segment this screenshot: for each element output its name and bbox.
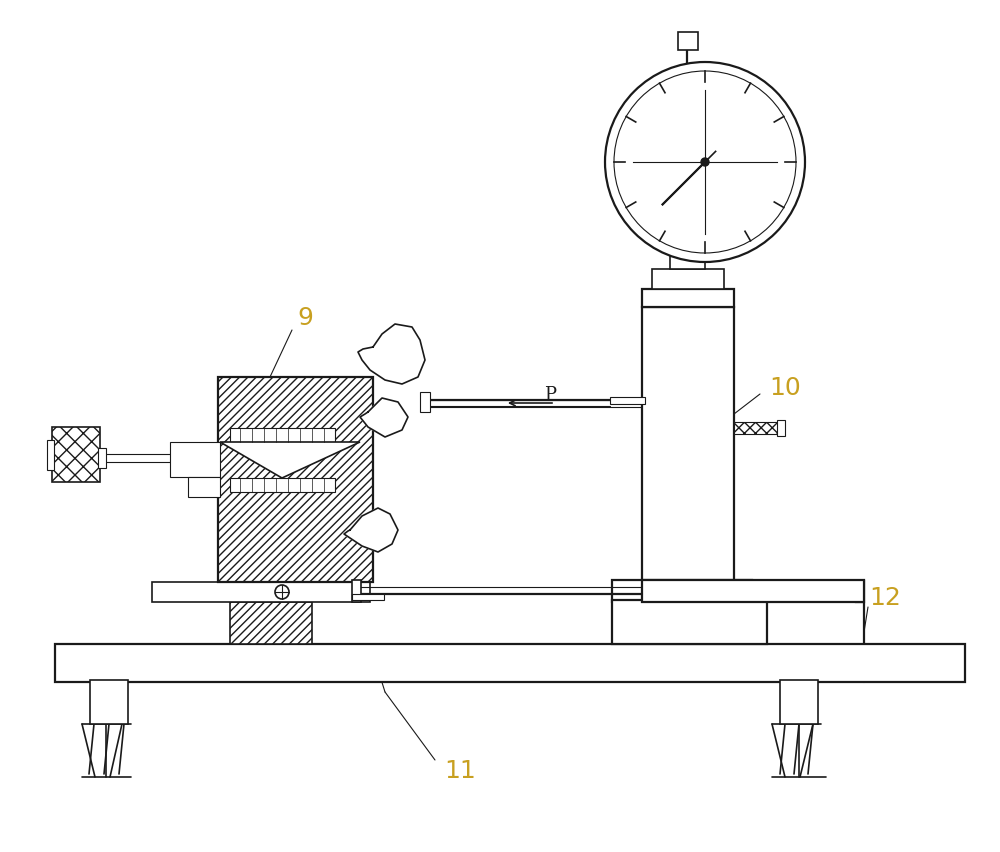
Bar xyxy=(652,270,724,290)
Bar xyxy=(612,601,767,644)
Circle shape xyxy=(701,158,709,167)
Bar xyxy=(47,440,54,470)
Polygon shape xyxy=(358,325,425,384)
Bar xyxy=(218,377,373,582)
Circle shape xyxy=(275,585,289,599)
Text: 11: 11 xyxy=(444,758,476,782)
Bar xyxy=(612,580,752,602)
Bar xyxy=(777,421,785,436)
Bar xyxy=(734,423,779,435)
Bar xyxy=(642,308,734,582)
Polygon shape xyxy=(220,442,360,479)
Text: P: P xyxy=(544,386,556,404)
Polygon shape xyxy=(360,399,408,437)
Bar xyxy=(420,393,430,412)
Bar xyxy=(352,580,361,602)
Bar xyxy=(642,290,734,308)
Text: 10: 10 xyxy=(769,376,801,400)
Text: 12: 12 xyxy=(869,585,901,609)
Bar xyxy=(98,448,106,469)
Bar xyxy=(152,582,370,602)
Bar xyxy=(170,442,220,477)
Bar xyxy=(780,680,818,724)
Polygon shape xyxy=(344,509,398,552)
Circle shape xyxy=(605,63,805,262)
Bar xyxy=(188,477,220,498)
Bar xyxy=(352,595,384,601)
Bar xyxy=(230,479,335,492)
Bar xyxy=(682,220,692,242)
Bar xyxy=(670,242,705,270)
Bar xyxy=(90,680,128,724)
Bar xyxy=(55,644,965,682)
Bar xyxy=(52,428,100,482)
Bar xyxy=(642,580,864,602)
Bar xyxy=(230,602,312,644)
Bar xyxy=(678,33,698,51)
Bar xyxy=(610,398,645,405)
Bar xyxy=(230,429,335,442)
Text: 9: 9 xyxy=(297,306,313,330)
